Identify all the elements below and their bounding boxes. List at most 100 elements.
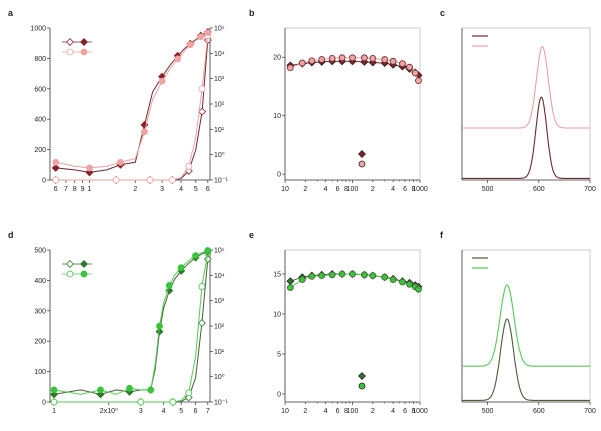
x-tick-label: 6	[206, 186, 210, 193]
y-tick-label: 0	[277, 172, 281, 179]
x-tick-label: 6	[54, 186, 58, 193]
y2-tick-label: 10¹	[214, 127, 225, 134]
panel-label: c	[440, 8, 445, 18]
x-tick-label: 100	[347, 408, 359, 415]
panel-d: d 1 2x10⁰ 3 4 5 6 7 0 100 200 300 400 500 10⁻¹ 10⁰ 10¹ 10…	[8, 230, 228, 415]
legend-marker	[358, 382, 366, 390]
y-tick-label: 500	[34, 248, 46, 255]
y-tick-label: 200	[34, 339, 46, 346]
x-tick-label: 700	[584, 186, 596, 193]
data-point-crosslinked	[338, 270, 346, 278]
y2-tick-label: 10¹	[214, 349, 225, 356]
data-point-L-crosslinked	[158, 77, 166, 85]
data-point-crosslinked	[411, 69, 419, 77]
y-tick-label: 1000	[30, 26, 46, 33]
data-point-L-crosslinked	[126, 384, 133, 392]
legend-marker-J	[66, 48, 74, 56]
x-tick-label: 2	[133, 186, 137, 193]
series-line-J-crosslinked	[55, 35, 209, 181]
data-point-J-crosslinked	[112, 176, 120, 184]
data-point-crosslinked	[308, 57, 316, 65]
data-point-crosslinked	[406, 63, 413, 71]
panel-a: a6 7 8 9 1 2 3 4 5 60200400600800100010⁻¹10⁰10¹10…	[8, 8, 228, 193]
data-point-crosslinked	[298, 276, 306, 284]
data-point-crosslinked	[286, 64, 294, 72]
x-tick-label: 2	[303, 186, 307, 193]
data-point-crosslinked	[415, 77, 422, 85]
y2-tick-label: 10⁴	[214, 273, 225, 280]
panel-f: f 500 600 700	[440, 230, 596, 415]
legend-marker	[358, 150, 366, 158]
spectrum-line-pristine	[462, 318, 590, 401]
x-tick-label: 4	[324, 408, 328, 415]
y-tick-label: 10	[273, 113, 281, 120]
data-point-L-crosslinked	[147, 386, 155, 394]
y-tick-label: 0	[42, 400, 46, 407]
data-point-L-crosslinked	[52, 158, 60, 166]
data-point-pristine	[286, 277, 295, 286]
x-tick-label: 8	[412, 186, 416, 193]
x-tick-label: 6	[403, 186, 407, 193]
series-line-L-crosslinked	[54, 250, 208, 395]
x-tick-label: 1	[88, 186, 92, 193]
x-tick-label: 10	[281, 186, 289, 193]
x-tick-label: 4	[391, 186, 395, 193]
x-tick-label: 5	[179, 408, 183, 415]
data-point-L-crosslinked	[204, 247, 212, 254]
x-tick-label: 9	[81, 186, 85, 193]
data-point-crosslinked	[349, 54, 356, 62]
x-tick-label: 6	[403, 408, 407, 415]
x-tick-label: 600	[533, 408, 545, 415]
legend-marker	[358, 372, 366, 380]
legend-marker-L	[80, 260, 88, 268]
data-point-J-crosslinked	[146, 176, 154, 184]
x-tick-label: 2x10⁰	[100, 407, 118, 415]
x-tick-label: 5	[194, 186, 198, 193]
data-point-L-pristine	[155, 327, 164, 336]
panel-label: e	[249, 230, 254, 240]
legend-marker	[358, 160, 366, 168]
panel-label: a	[8, 8, 14, 18]
y2-tick-label: 10⁴	[214, 51, 225, 58]
y2-tick-label: 10²	[214, 324, 225, 331]
data-point-crosslinked	[308, 272, 316, 280]
legend-marker-L	[80, 48, 88, 56]
data-point-crosslinked	[318, 56, 326, 63]
data-point-crosslinked	[369, 272, 377, 280]
data-point-crosslinked	[389, 57, 397, 65]
data-point-crosslinked	[328, 271, 336, 279]
data-point-L-crosslinked	[174, 55, 182, 63]
data-point-crosslinked	[360, 271, 368, 279]
series-line-L-crosslinked	[55, 32, 208, 169]
data-point-crosslinked	[406, 280, 413, 288]
data-point-J-crosslinked	[137, 398, 145, 406]
y2-tick-label: 10⁻¹	[214, 400, 228, 407]
data-point-crosslinked	[399, 278, 406, 286]
x-tick-label: 3	[160, 186, 164, 193]
spectrum-line-pristine	[462, 96, 590, 179]
x-tick-label: 7	[206, 408, 210, 415]
data-point-J-crosslinked	[169, 398, 177, 406]
y2-tick-label: 10⁰	[214, 151, 225, 159]
x-tick-label: 8	[344, 408, 348, 415]
y2-tick-label: 10²	[214, 102, 225, 109]
y2-tick-label: 10⁵	[214, 248, 225, 255]
data-point-L-crosslinked	[165, 282, 173, 289]
data-point-crosslinked	[381, 56, 389, 63]
data-point-crosslinked	[399, 60, 406, 68]
spectrum-line-crosslinked	[462, 284, 590, 367]
x-tick-label: 3	[139, 408, 143, 415]
y2-tick-label: 10⁻¹	[214, 178, 228, 185]
y-tick-label: 800	[34, 56, 46, 63]
x-tick-label: 100	[347, 186, 359, 193]
data-point-crosslinked	[338, 54, 346, 62]
y-tick-label: 100	[34, 369, 46, 376]
x-tick-label: 500	[482, 186, 494, 193]
data-point-L-crosslinked	[141, 128, 148, 136]
y-tick-label: 600	[34, 86, 46, 93]
data-point-crosslinked	[415, 285, 422, 293]
y2-tick-label: 10⁵	[214, 26, 225, 33]
